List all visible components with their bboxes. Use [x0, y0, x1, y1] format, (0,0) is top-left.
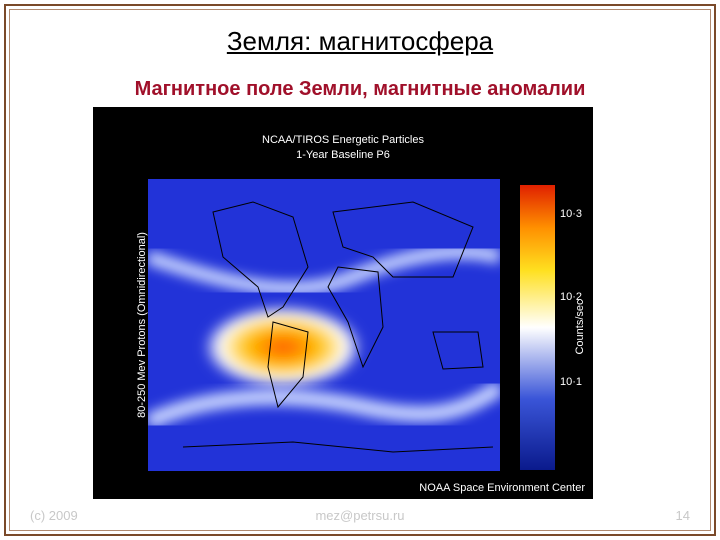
slide-subtitle: Магнитное поле Земли, магнитные аномалии	[134, 78, 586, 100]
frame	[4, 4, 716, 536]
page-number: 14	[675, 508, 690, 523]
colorbar-tick: 10·3	[560, 208, 582, 220]
figure: NCAA/TIROS Energetic Particles 1-Year Ba…	[93, 107, 593, 499]
colorbar-tick: 10·2	[560, 291, 582, 303]
colorbar-label: Counts/sec	[574, 299, 586, 355]
slide-title: Земля: магнитосфера	[226, 26, 494, 56]
map	[148, 179, 500, 471]
frame-inner	[9, 9, 711, 531]
figure-title: NCAA/TIROS Energetic Particles	[262, 134, 424, 146]
footer-left: (c) 2009	[30, 508, 78, 523]
colorbar	[520, 185, 555, 470]
colorbar-tick: 10·1	[560, 376, 582, 388]
figure-subtitle: 1-Year Baseline P6	[296, 149, 390, 161]
footer-center: mez@petrsu.ru	[315, 508, 405, 523]
credit: NOAA Space Environment Center	[419, 482, 585, 494]
y-label: 80-250 Mev Protons (Omnidirectional)	[136, 232, 148, 418]
